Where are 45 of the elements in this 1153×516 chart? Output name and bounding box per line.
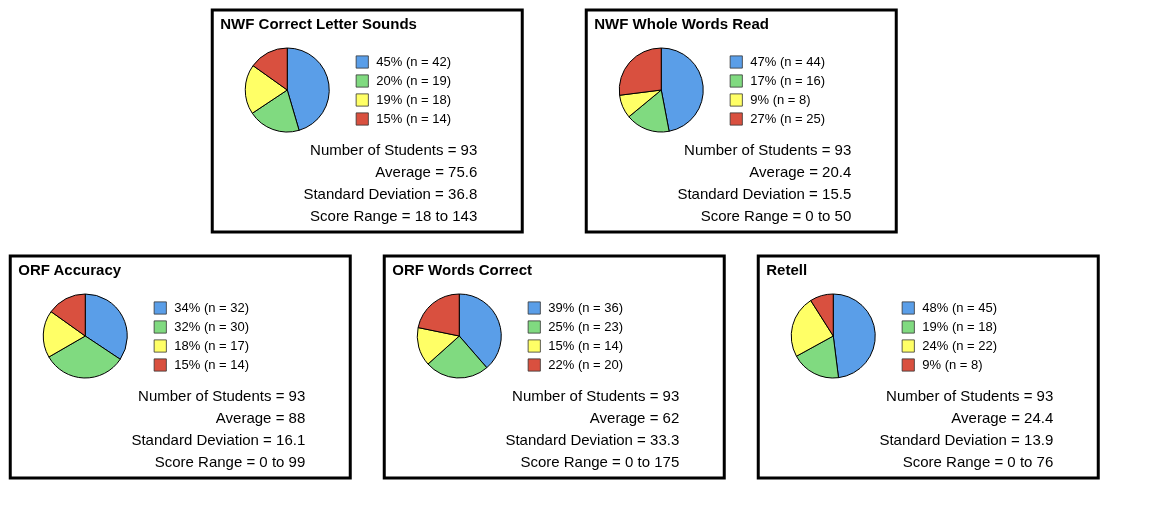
legend-label: 18% (n = 17) xyxy=(174,338,250,353)
legend-label: 27% (n = 25) xyxy=(750,111,826,126)
text: Number of Students = 93 xyxy=(138,387,306,404)
text: Average = 62 xyxy=(589,409,680,426)
legend-label: 32% (n = 30) xyxy=(174,319,250,334)
legend-label: 19% (n = 18) xyxy=(922,319,998,334)
legend-label: 39% (n = 36) xyxy=(548,300,624,315)
legend-label: 47% (n = 44) xyxy=(750,54,826,69)
legend-label: 20% (n = 19) xyxy=(376,73,452,88)
text: Average = 24.4 xyxy=(951,409,1054,426)
chart-title: NWF Whole Words Read xyxy=(594,15,769,32)
text: Average = 20.4 xyxy=(749,163,852,180)
text: Score Range = 18 to 143 xyxy=(310,207,478,224)
chart-title: ORF Accuracy xyxy=(18,261,122,278)
text: Number of Students = 93 xyxy=(310,141,478,158)
chart-title: ORF Words Correct xyxy=(392,261,532,278)
text: Standard Deviation = 33.3 xyxy=(505,431,680,448)
legend-label: 15% (n = 14) xyxy=(548,338,624,353)
legend-label: 9% (n = 8) xyxy=(922,357,983,372)
text: Average = 75.6 xyxy=(375,163,478,180)
legend-label: 15% (n = 14) xyxy=(376,111,452,126)
text: Standard Deviation = 13.9 xyxy=(879,431,1054,448)
text: Score Range = 0 to 76 xyxy=(902,453,1054,470)
text: Score Range = 0 to 99 xyxy=(154,453,306,470)
legend-label: 48% (n = 45) xyxy=(922,300,998,315)
text: Number of Students = 93 xyxy=(684,141,852,158)
legend-label: 34% (n = 32) xyxy=(174,300,250,315)
legend-label: 22% (n = 20) xyxy=(548,357,624,372)
text: Number of Students = 93 xyxy=(512,387,680,404)
legend-label: 17% (n = 16) xyxy=(750,73,826,88)
text: Score Range = 0 to 50 xyxy=(700,207,852,224)
text: Score Range = 0 to 175 xyxy=(520,453,680,470)
text: Average = 88 xyxy=(215,409,306,426)
legend-label: 15% (n = 14) xyxy=(174,357,250,372)
text: Standard Deviation = 15.5 xyxy=(677,185,852,202)
text: Standard Deviation = 36.8 xyxy=(303,185,478,202)
legend-label: 9% (n = 8) xyxy=(750,92,811,107)
text: Standard Deviation = 16.1 xyxy=(131,431,306,448)
chart-title: NWF Correct Letter Sounds xyxy=(220,15,417,32)
chart-title: Retell xyxy=(766,261,808,278)
legend-label: 24% (n = 22) xyxy=(922,338,998,353)
legend-label: 19% (n = 18) xyxy=(376,92,452,107)
legend-label: 25% (n = 23) xyxy=(548,319,624,334)
legend-label: 45% (n = 42) xyxy=(376,54,452,69)
text: Number of Students = 93 xyxy=(886,387,1054,404)
